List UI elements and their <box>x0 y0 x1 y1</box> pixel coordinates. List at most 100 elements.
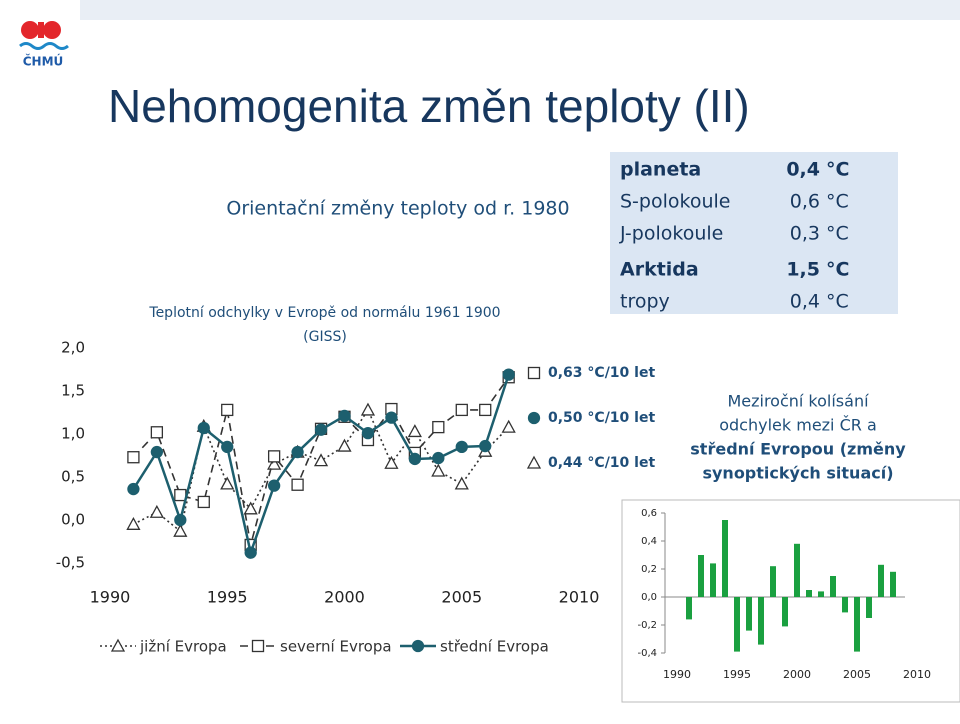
y-tick-label: -0,4 <box>637 648 657 659</box>
annotation: 0,63 °C/10 let <box>548 365 655 381</box>
bar <box>818 591 824 597</box>
line-chart: Teplotní odchylky v Evropě od normálu 19… <box>56 305 656 656</box>
point <box>244 546 257 559</box>
y-tick-label: 1,5 <box>61 382 85 400</box>
point <box>384 455 399 469</box>
x-tick-label: 2010 <box>903 668 931 681</box>
chart-title: synoptických situací) <box>702 464 893 483</box>
logo-text: ČHMÚ <box>23 54 64 69</box>
point <box>291 445 304 459</box>
bar <box>878 564 884 597</box>
bar <box>890 571 896 597</box>
x-tick-label: 1990 <box>90 588 131 607</box>
trend-unit: °C <box>826 259 849 281</box>
chart-title: Meziroční kolísání <box>727 392 869 411</box>
logo-dot <box>43 21 61 39</box>
bar <box>794 543 800 597</box>
point <box>150 445 164 459</box>
annotation-marker <box>527 366 541 380</box>
point <box>127 482 140 496</box>
point <box>267 456 282 470</box>
y-tick-label: 0,5 <box>61 468 85 486</box>
legend-marker <box>411 639 425 653</box>
trend-table: planeta 0,4 °C S-polokoule 0,6 °C J-polokoule 0… <box>619 159 849 313</box>
x-tick-label: 1990 <box>663 668 691 681</box>
trend-unit: °C <box>826 191 849 213</box>
legend-marker <box>110 638 126 652</box>
logo-dot <box>21 21 39 39</box>
legend-label: jižní Evropa <box>139 638 227 656</box>
point <box>126 516 141 530</box>
point <box>197 495 210 509</box>
legend-marker <box>251 639 265 653</box>
chart-title: střední Evropou (změny <box>690 440 906 459</box>
legend-label: střední Evropa <box>440 638 549 656</box>
point <box>313 453 329 467</box>
point <box>455 403 468 417</box>
trend-region: planeta <box>620 159 701 181</box>
point <box>338 409 351 423</box>
bar <box>782 597 788 627</box>
y-tick-label: -0,5 <box>56 554 85 572</box>
point <box>385 411 398 424</box>
point <box>479 439 492 453</box>
trend-value: 0,4 <box>786 159 820 181</box>
point <box>502 368 515 381</box>
chart-title: (GISS) <box>303 329 347 345</box>
bar <box>830 576 836 597</box>
bar <box>806 590 812 597</box>
y-tick-label: 2,0 <box>61 339 85 357</box>
point <box>314 423 328 436</box>
point <box>432 451 445 465</box>
annotation: 0,44 °C/10 let <box>548 455 655 471</box>
x-tick-label: 1995 <box>207 588 248 607</box>
point <box>174 513 187 527</box>
y-tick-label: 1,0 <box>61 425 85 443</box>
trend-region: S-polokoule <box>620 191 730 213</box>
bar <box>842 597 848 613</box>
point <box>431 463 446 477</box>
point <box>455 440 468 454</box>
point <box>127 451 140 464</box>
point <box>408 452 422 466</box>
bar-chart-frame <box>621 499 960 703</box>
point <box>361 426 375 440</box>
point <box>221 440 234 454</box>
bar-chart: Meziroční kolísání odchylek mezi ČR a stře… <box>637 392 931 682</box>
chart-title: Teplotní odchylky v Evropě od normálu 19… <box>148 305 500 321</box>
trend-value: 1,5 <box>786 259 820 281</box>
bar <box>866 597 872 618</box>
y-tick-label: 0,0 <box>61 511 85 529</box>
point <box>174 488 187 502</box>
trend-unit: °C <box>826 291 849 313</box>
legend-label: severní Evropa <box>280 638 392 656</box>
x-tick-label: 2005 <box>441 588 482 607</box>
point <box>337 438 352 452</box>
point <box>267 479 281 492</box>
x-tick-label: 2005 <box>843 668 871 681</box>
point <box>454 476 469 490</box>
bar <box>746 597 752 631</box>
annotation-marker <box>527 411 541 425</box>
point <box>291 478 304 491</box>
point <box>267 450 281 463</box>
y-tick-label: 0,0 <box>641 592 657 603</box>
y-tick-label: 0,2 <box>641 564 657 575</box>
bar <box>854 597 860 652</box>
series-line <box>133 408 510 533</box>
trend-value: 0,4 <box>790 291 820 313</box>
slide-title: Nehomogenita změn teploty (II) <box>108 80 750 132</box>
logo-bar <box>38 22 44 38</box>
point <box>432 420 445 434</box>
point <box>173 523 188 537</box>
y-tick-label: 0,4 <box>641 536 657 547</box>
bar <box>710 563 716 597</box>
subtitle: Orientační změny teploty od r. 1980 <box>226 198 569 220</box>
logo: ČHMÚ <box>19 21 69 69</box>
bar <box>722 520 728 597</box>
trend-region: Arktida <box>620 259 699 281</box>
bar <box>734 597 740 652</box>
bar <box>758 597 764 645</box>
bar <box>770 566 776 597</box>
